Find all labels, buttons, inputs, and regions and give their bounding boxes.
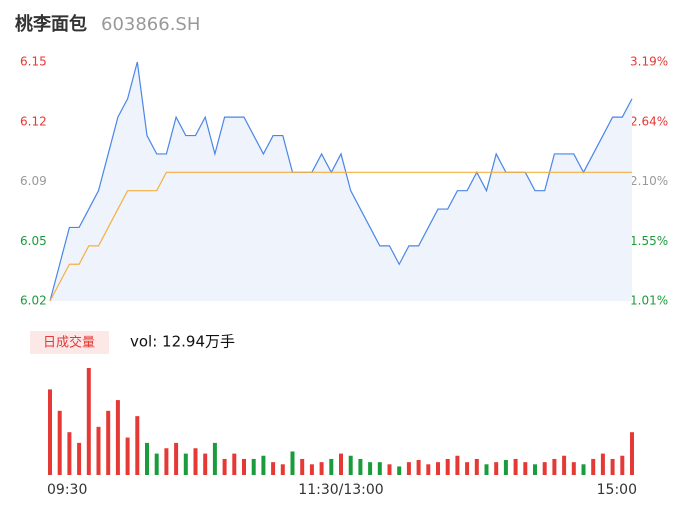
volume-bar: [212, 442, 217, 475]
volume-bar: [280, 464, 285, 475]
volume-bar: [484, 464, 489, 475]
volume-bar: [630, 432, 634, 475]
volume-bar: [591, 458, 596, 475]
volume-bar: [232, 453, 237, 475]
legend-box: [30, 331, 109, 354]
volume-bar: [474, 458, 479, 475]
volume-bar: [242, 458, 246, 475]
chart-subtitle: 603866.SH: [101, 14, 200, 35]
y-tick-label: 6.02: [20, 294, 47, 308]
volume-bar: [271, 462, 276, 475]
volume-bar: [106, 410, 111, 475]
x-tick-label: 09:30: [47, 482, 87, 498]
volume-bar: [125, 437, 130, 475]
y2-tick-label: 2.64%: [630, 114, 668, 128]
volume-bar: [164, 448, 169, 475]
y-tick-label: 6.15: [20, 55, 47, 69]
volume-bar: [57, 410, 62, 475]
volume-bar: [309, 464, 314, 475]
y-tick-label: 6.09: [20, 174, 47, 188]
volume-bar: [183, 453, 188, 475]
y2-tick-label: 1.55%: [630, 234, 668, 248]
volume-bar: [96, 426, 101, 475]
volume-bar: [251, 458, 256, 475]
volume-bar: [397, 466, 402, 475]
volume-bar: [600, 453, 605, 475]
volume-bar: [523, 462, 528, 475]
y-tick-label: 6.05: [20, 234, 47, 248]
volume-bar: [115, 400, 120, 475]
volume-bar: [329, 458, 334, 475]
volume-bar: [203, 453, 208, 475]
x-tick-label: 15:00: [597, 482, 637, 498]
volume-bar: [290, 451, 295, 475]
volume-bar: [261, 455, 266, 475]
volume-bar: [436, 462, 440, 475]
volume-bar: [348, 455, 353, 475]
volume-bar: [610, 458, 615, 475]
volume-bar: [406, 462, 411, 475]
volume-bar: [377, 462, 382, 475]
y2-tick-label: 2.10%: [630, 174, 668, 188]
volume-bar: [571, 462, 576, 475]
volume-bar: [542, 462, 547, 475]
y-tick-label: 6.12: [20, 114, 47, 128]
volume-bar: [339, 453, 343, 475]
volume-bar: [319, 462, 324, 475]
volume-bar: [358, 458, 363, 475]
volume-bar: [387, 464, 392, 475]
price-line: [49, 61, 633, 302]
volume-bar: [494, 462, 499, 475]
volume-bar: [581, 464, 586, 475]
volume-bar: [503, 460, 508, 475]
volume-bar: [455, 455, 460, 475]
volume-bar: [193, 448, 198, 475]
volume-bar: [154, 453, 159, 475]
volume-bar: [620, 455, 625, 475]
volume-bar: [48, 389, 52, 475]
y2-tick-label: 3.19%: [630, 55, 668, 69]
volume-bar: [445, 458, 450, 475]
price-area: [50, 62, 632, 301]
volume-bar: [86, 368, 91, 475]
volume-label: 日成交量: [43, 335, 95, 351]
volume-caption: vol: 12.94万手: [130, 333, 235, 351]
average-line: [49, 171, 632, 302]
volume-bar: [562, 455, 567, 475]
volume-bar: [368, 462, 373, 475]
volume-bar: [416, 460, 421, 475]
volume-bar: [77, 442, 82, 475]
volume-bar: [145, 442, 149, 475]
volume-bar: [465, 462, 470, 475]
volume-bar: [300, 458, 305, 475]
volume-bar: [135, 416, 140, 475]
volume-bar: [552, 458, 557, 475]
volume-bar: [533, 464, 537, 475]
volume-bar: [174, 442, 179, 475]
volume-bar: [426, 464, 431, 475]
chart-title: 桃李面包: [15, 13, 87, 35]
y2-tick-label: 1.01%: [630, 294, 668, 308]
volume-bar: [67, 432, 72, 475]
volume-bar: [513, 458, 518, 475]
x-tick-label: 11:30/13:00: [298, 482, 383, 498]
volume-bar: [222, 458, 227, 475]
